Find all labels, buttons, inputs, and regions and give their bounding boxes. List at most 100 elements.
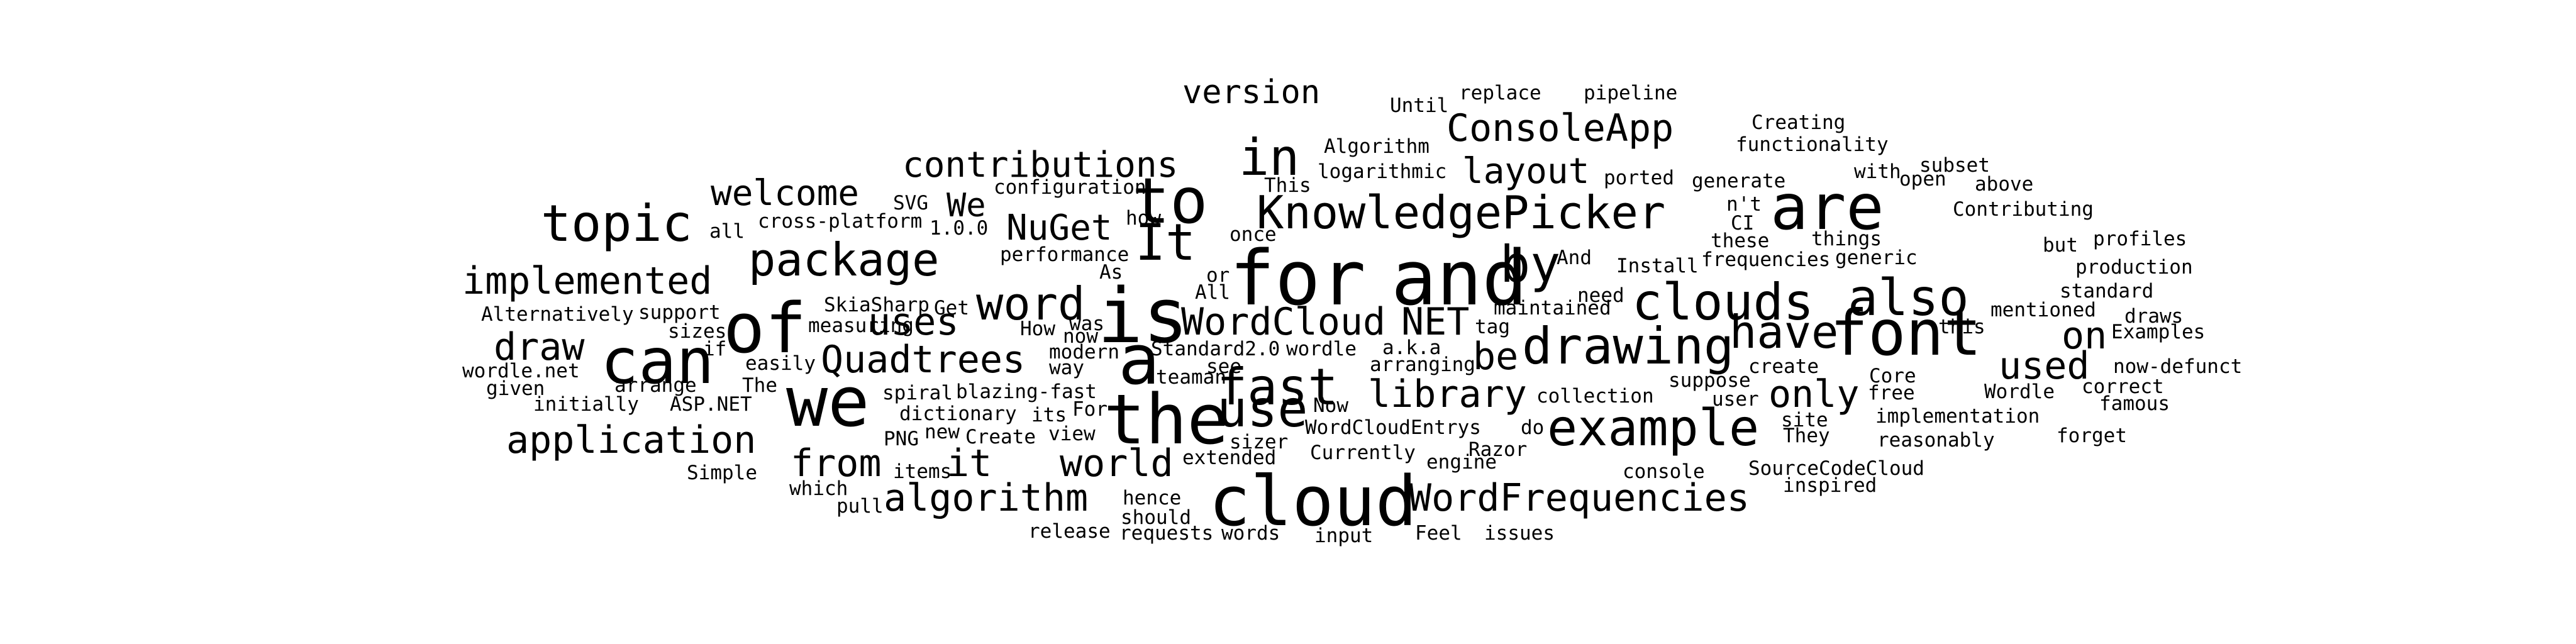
cloud-word: sizes <box>668 320 727 343</box>
cloud-word: be <box>1473 335 1519 379</box>
cloud-word: words <box>1221 522 1280 545</box>
cloud-word: How <box>1020 318 1055 341</box>
cloud-word: tag <box>1475 316 1510 339</box>
cloud-word: but <box>2043 234 2078 257</box>
cloud-word: wordle.net <box>462 360 580 383</box>
cloud-word: items <box>893 460 952 484</box>
cloud-word: SourceCodeCloud <box>1748 457 1924 480</box>
cloud-word: console <box>1623 460 1705 484</box>
cloud-word: forget <box>2057 425 2127 448</box>
cloud-word: easily <box>745 352 816 375</box>
cloud-word: only <box>1768 372 1860 416</box>
cloud-word: spiral <box>882 382 953 405</box>
cloud-word: was <box>1069 313 1104 336</box>
cloud-word: subset <box>1919 154 1990 177</box>
cloud-word: blazing-fast <box>956 380 1097 404</box>
cloud-word: do <box>1521 416 1545 440</box>
cloud-word: Simple <box>687 462 757 485</box>
cloud-word: things <box>1811 228 1882 251</box>
cloud-word: contributions <box>902 145 1179 186</box>
cloud-word: We <box>947 187 986 225</box>
cloud-word: open <box>1899 168 1946 191</box>
cloud-word: once <box>1230 223 1277 247</box>
cloud-word: dictionary <box>899 402 1017 426</box>
cloud-word: create <box>1748 355 1819 379</box>
cloud-word: Examples <box>2111 321 2206 344</box>
cloud-word: hence <box>1123 487 1182 510</box>
cloud-word: pipeline <box>1584 82 1678 105</box>
cloud-word: for <box>1230 235 1366 323</box>
cloud-word: clouds <box>1632 273 1814 331</box>
cloud-word: cloud <box>1209 461 1418 541</box>
cloud-word: sizer <box>1230 431 1289 454</box>
cloud-word: generate <box>1692 170 1786 193</box>
cloud-word: NuGet <box>1006 208 1113 249</box>
cloud-word: Razor <box>1468 438 1528 462</box>
cloud-word: pull <box>836 495 884 518</box>
cloud-word: above <box>1975 173 2034 196</box>
cloud-word: and <box>1391 235 1528 323</box>
cloud-word: use <box>1217 380 1308 438</box>
cloud-word: WordCloudEntrys <box>1305 416 1481 440</box>
cloud-word: This <box>1264 174 1311 197</box>
cloud-word: SkiaSharp <box>824 294 930 317</box>
cloud-word: generic <box>1835 247 1918 270</box>
cloud-word: collection <box>1536 385 1654 408</box>
cloud-word: input <box>1314 525 1374 548</box>
cloud-word: For <box>1072 398 1108 421</box>
cloud-word: 1.0.0 <box>930 217 989 240</box>
cloud-word: layout <box>1462 151 1590 192</box>
cloud-word: topic <box>541 194 692 253</box>
cloud-word: with <box>1854 160 1901 184</box>
cloud-word: which <box>789 477 848 501</box>
cloud-word: mentioned <box>1990 299 2096 322</box>
cloud-word: modern <box>1049 341 1119 364</box>
cloud-word: arrange <box>614 374 697 397</box>
cloud-word: view <box>1048 423 1096 446</box>
cloud-word: ASP.NET <box>670 393 752 416</box>
cloud-word: need <box>1577 284 1624 308</box>
cloud-word: They <box>1783 425 1830 448</box>
cloud-word: or <box>1206 264 1230 287</box>
cloud-word: performance <box>1000 243 1130 267</box>
cloud-word: to <box>1132 164 1208 238</box>
cloud-word: word <box>976 277 1085 331</box>
cloud-word: WordCloud <box>1181 300 1386 344</box>
cloud-word: extended <box>1182 447 1277 470</box>
cloud-word: maintained <box>1494 297 1611 320</box>
cloud-word: CI <box>1731 212 1755 235</box>
cloud-word: requests <box>1119 522 1214 545</box>
cloud-word: a.k.a <box>1382 336 1441 360</box>
cloud-word: cross-platform <box>758 210 923 233</box>
cloud-word: we <box>786 362 870 442</box>
cloud-word: measuring <box>808 314 914 338</box>
cloud-word: this <box>1938 316 1985 339</box>
cloud-word: world <box>1060 441 1174 486</box>
cloud-word: n't <box>1726 193 1762 216</box>
cloud-word: from <box>791 441 882 486</box>
cloud-word: are <box>1770 170 1884 244</box>
cloud-word: Creating <box>1752 111 1846 135</box>
cloud-word: As <box>1099 261 1123 284</box>
cloud-word: The <box>742 374 777 397</box>
cloud-word: free <box>1868 382 1915 405</box>
cloud-word: support <box>638 301 721 325</box>
cloud-word: implemented <box>462 259 713 303</box>
cloud-word: should <box>1121 506 1191 530</box>
cloud-word: algorithm <box>884 476 1089 520</box>
cloud-word: WordFrequencies <box>1409 476 1750 520</box>
cloud-word: Wordle <box>1984 380 2055 404</box>
cloud-word: Standard2.0 <box>1151 338 1280 361</box>
cloud-word: uses <box>868 300 959 344</box>
cloud-word: Contributing <box>1953 198 2094 221</box>
cloud-word: suppose <box>1668 369 1751 392</box>
cloud-word: draw <box>494 325 585 369</box>
cloud-word: teaman <box>1156 366 1226 389</box>
cloud-word: NET <box>1401 300 1470 344</box>
cloud-word: it <box>947 441 992 486</box>
cloud-word: in <box>1239 128 1300 187</box>
cloud-word: version <box>1182 74 1321 112</box>
cloud-word: functionality <box>1736 133 1889 157</box>
cloud-word: KnowledgePicker <box>1257 186 1666 240</box>
cloud-word: configuration <box>994 176 1146 199</box>
